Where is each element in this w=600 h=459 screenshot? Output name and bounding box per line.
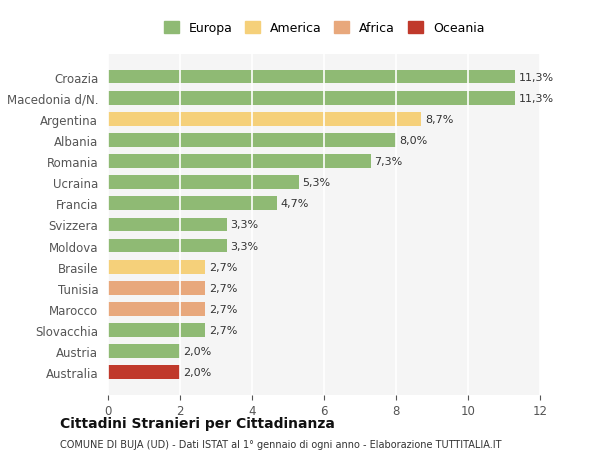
Text: 11,3%: 11,3% (518, 73, 554, 82)
Text: Cittadini Stranieri per Cittadinanza: Cittadini Stranieri per Cittadinanza (60, 416, 335, 430)
Bar (108, 112, 421, 126)
Text: 2,7%: 2,7% (209, 283, 237, 293)
Text: 8,0%: 8,0% (400, 135, 428, 146)
Text: 5,3%: 5,3% (302, 178, 331, 188)
Text: 7,3%: 7,3% (374, 157, 403, 167)
Text: 2,7%: 2,7% (209, 325, 237, 335)
Text: 4,7%: 4,7% (281, 199, 309, 209)
Bar (108, 155, 371, 168)
Bar (108, 345, 180, 358)
Bar (108, 134, 396, 147)
Bar (108, 302, 205, 316)
Bar (108, 71, 515, 84)
Bar (108, 197, 277, 211)
Text: 2,0%: 2,0% (184, 368, 212, 377)
Bar (108, 366, 180, 379)
Bar (108, 92, 515, 105)
Text: 3,3%: 3,3% (230, 220, 259, 230)
Bar (108, 281, 205, 295)
Text: 2,7%: 2,7% (209, 304, 237, 314)
Text: 11,3%: 11,3% (518, 94, 554, 103)
Text: 8,7%: 8,7% (425, 115, 453, 124)
Text: 2,7%: 2,7% (209, 262, 237, 272)
Text: 3,3%: 3,3% (230, 241, 259, 251)
Bar (108, 324, 205, 337)
Text: 2,0%: 2,0% (184, 347, 212, 356)
Bar (108, 239, 227, 253)
Bar (108, 176, 299, 190)
Bar (108, 260, 205, 274)
Bar (108, 218, 227, 232)
Text: COMUNE DI BUJA (UD) - Dati ISTAT al 1° gennaio di ogni anno - Elaborazione TUTTI: COMUNE DI BUJA (UD) - Dati ISTAT al 1° g… (60, 440, 502, 449)
Legend: Europa, America, Africa, Oceania: Europa, America, Africa, Oceania (159, 17, 489, 40)
